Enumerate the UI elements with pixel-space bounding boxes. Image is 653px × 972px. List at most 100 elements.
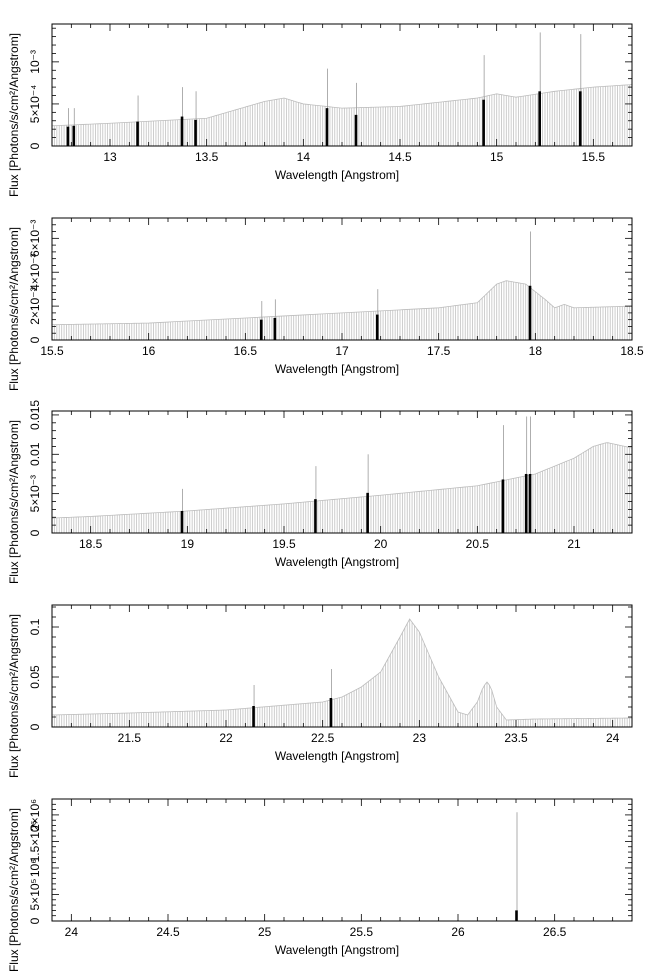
- y-tick-label: 0: [28, 336, 42, 343]
- line-feature-bar: [366, 492, 369, 533]
- x-axis-label: Wavelength [Angstrom]: [275, 749, 399, 763]
- x-tick-label: 24: [606, 731, 620, 745]
- x-tick-label: 17: [335, 344, 349, 358]
- y-tick-label: 5×10⁻³: [28, 475, 42, 512]
- data-area: [52, 231, 632, 340]
- y-tick-label: 5×10⁵: [28, 878, 42, 910]
- x-tick-label: 23.5: [504, 731, 528, 745]
- continuum-spectrum: [52, 84, 632, 146]
- line-feature-bar: [376, 314, 379, 340]
- y-tick-label: 0.1: [28, 618, 42, 635]
- x-tick-label: 25: [258, 925, 272, 939]
- continuum-envelope: [52, 442, 632, 519]
- y-axis-label: Flux [Photons/s/cm²/Angstrom]: [7, 808, 21, 972]
- x-axis-label: Wavelength [Angstrom]: [275, 168, 399, 182]
- y-tick-label: 0: [28, 723, 42, 730]
- x-tick-label: 26.5: [543, 925, 567, 939]
- y-tick-label: 0.01: [28, 442, 42, 466]
- data-area: [52, 416, 632, 533]
- y-tick-label: 2×10⁻³: [28, 287, 42, 324]
- line-feature-bar: [72, 125, 76, 146]
- line-feature-bar: [524, 473, 528, 533]
- x-tick-label: 23: [413, 731, 427, 745]
- y-tick-label: 2×10⁶: [28, 799, 42, 831]
- y-tick-label: 10⁶: [28, 859, 42, 877]
- line-feature-bar: [579, 91, 582, 146]
- x-tick-label: 20: [374, 537, 388, 551]
- data-area: [515, 812, 518, 921]
- x-tick-label: 15.5: [582, 150, 606, 164]
- y-tick-label: 0.05: [28, 665, 42, 689]
- x-tick-label: 22: [219, 731, 233, 745]
- line-feature-bar: [528, 285, 532, 340]
- x-tick-label: 21.5: [118, 731, 142, 745]
- line-feature-bar: [180, 510, 184, 533]
- line-feature-bar: [273, 317, 277, 340]
- x-tick-label: 13: [103, 150, 117, 164]
- y-axis-label: Flux [Photons/s/cm²/Angstrom]: [7, 420, 21, 584]
- line-feature-bar: [314, 499, 317, 533]
- continuum-envelope: [52, 618, 632, 721]
- x-tick-label: 24.5: [156, 925, 180, 939]
- x-tick-label: 25.5: [350, 925, 374, 939]
- x-tick-label: 22.5: [311, 731, 335, 745]
- y-tick-label: 10⁻³: [28, 50, 42, 74]
- x-axis-label: Wavelength [Angstrom]: [275, 362, 399, 376]
- x-axis-label: Wavelength [Angstrom]: [275, 555, 399, 569]
- x-tick-label: 16.5: [234, 344, 258, 358]
- data-area: [52, 618, 632, 727]
- line-feature-bar: [354, 114, 358, 146]
- continuum-spectrum: [52, 619, 632, 727]
- y-tick-label: 0: [28, 917, 42, 924]
- chart-panel-4: 21.5 22 22.5 23 23.5 24 0 0.05 0.1 Wavelength [An…: [7, 604, 633, 778]
- line-feature-bar: [66, 126, 70, 146]
- line-feature-bar: [260, 319, 263, 340]
- continuum-spectrum: [52, 280, 632, 340]
- y-tick-label: 4×10⁻³: [28, 254, 42, 291]
- y-axis-label: Flux [Photons/s/cm²/Angstrom]: [7, 614, 21, 778]
- x-tick-label: 18.5: [79, 537, 103, 551]
- y-tick-label: 5×10⁻⁴: [28, 85, 42, 124]
- line-feature-bar: [252, 706, 255, 727]
- x-tick-label: 17.5: [427, 344, 451, 358]
- continuum-spectrum: [52, 442, 632, 533]
- x-tick-label: 16: [142, 344, 156, 358]
- x-tick-label: 24: [65, 925, 79, 939]
- line-feature-bar: [329, 698, 333, 727]
- x-tick-label: 18: [529, 344, 543, 358]
- y-tick-label: 0.015: [28, 400, 42, 430]
- continuum-envelope: [52, 84, 632, 127]
- x-tick-label: 21: [567, 537, 581, 551]
- x-tick-label: 15.5: [40, 344, 64, 358]
- x-tick-label: 18.5: [620, 344, 644, 358]
- line-feature-bar: [538, 91, 541, 146]
- y-axis-label: Flux [Photons/s/cm²/Angstrom]: [7, 227, 21, 391]
- line-feature-bar: [482, 99, 485, 146]
- y-tick-label: 0: [28, 142, 42, 149]
- y-tick-label: 6×10⁻³: [28, 220, 42, 257]
- plot-frame: [51, 798, 633, 922]
- line-feature-bar: [528, 473, 532, 533]
- y-tick-label: 0: [28, 529, 42, 536]
- line-feature-bar: [136, 121, 139, 146]
- chart-panel-1: 13 13.5 14 14.5 15 15.5 0 5×10⁻⁴ 10⁻³ Wavelength …: [7, 23, 633, 197]
- continuum-envelope: [52, 280, 632, 326]
- line-feature-bar: [515, 910, 518, 921]
- x-tick-label: 14: [297, 150, 311, 164]
- line-feature-bar: [180, 116, 184, 146]
- x-tick-label: 14.5: [388, 150, 412, 164]
- y-axis-label: Flux [Photons/s/cm²/Angstrom]: [7, 33, 21, 197]
- x-tick-label: 19: [181, 537, 195, 551]
- x-tick-label: 19.5: [272, 537, 296, 551]
- x-tick-label: 15: [490, 150, 504, 164]
- x-tick-label: 20.5: [466, 537, 490, 551]
- line-feature-bar: [501, 479, 505, 533]
- line-feature-bar: [194, 119, 197, 146]
- data-area: [52, 32, 632, 146]
- x-tick-label: 13.5: [195, 150, 219, 164]
- line-feature-bar: [325, 108, 329, 146]
- y-tick-label: 1.5×10⁶: [28, 820, 42, 862]
- x-axis-label: Wavelength [Angstrom]: [275, 943, 399, 957]
